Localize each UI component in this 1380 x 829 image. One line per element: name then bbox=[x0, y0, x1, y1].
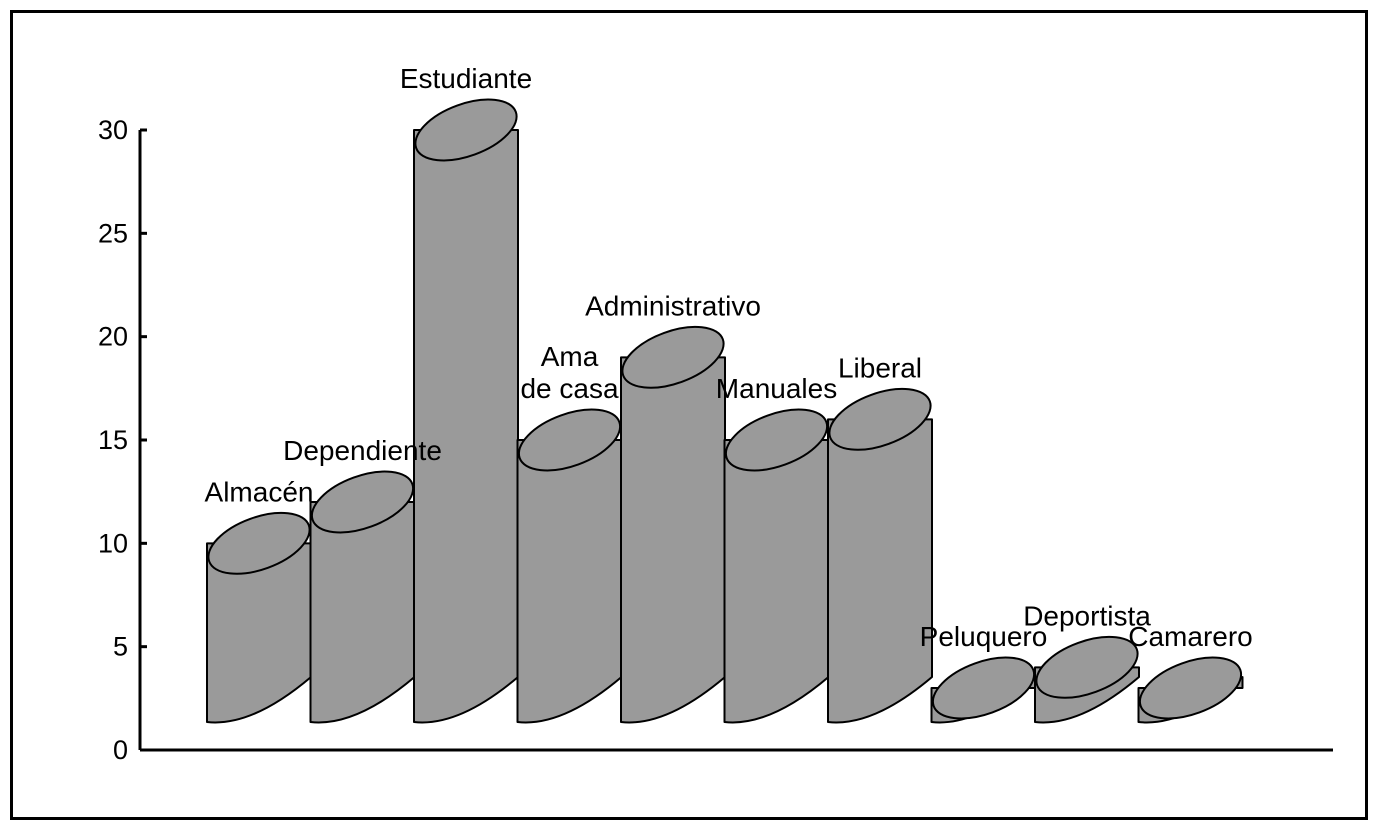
category-label: Almacén bbox=[205, 476, 314, 507]
axes: 0 5 10 15 20 25 30 bbox=[98, 115, 1333, 765]
bar-top bbox=[310, 470, 415, 534]
bar-group bbox=[206, 511, 312, 724]
y-tick-label: 0 bbox=[113, 735, 128, 765]
y-tick-label: 10 bbox=[98, 528, 128, 558]
category-label: Camarero bbox=[1128, 621, 1252, 652]
bar-top bbox=[207, 511, 311, 575]
bar-group bbox=[930, 656, 1037, 724]
bar-group bbox=[309, 470, 416, 724]
bar-top bbox=[828, 387, 932, 451]
bar-body bbox=[723, 439, 830, 724]
chart-frame bbox=[10, 10, 1368, 820]
bar-group bbox=[1034, 635, 1140, 724]
bar-top bbox=[1138, 656, 1243, 720]
bar-group bbox=[1137, 656, 1244, 724]
category-label: Ama bbox=[541, 341, 599, 372]
bar-top bbox=[621, 325, 725, 389]
category-label: de casa bbox=[520, 373, 618, 404]
bar-top bbox=[931, 656, 1036, 720]
bar-body bbox=[516, 439, 623, 724]
bar-body bbox=[620, 356, 726, 724]
bar-body bbox=[827, 418, 933, 724]
bar-group bbox=[827, 387, 933, 724]
y-tick-label: 30 bbox=[98, 115, 128, 145]
category-label: Administrativo bbox=[585, 290, 761, 321]
bar-top bbox=[1035, 635, 1139, 699]
y-tick-label: 25 bbox=[98, 218, 128, 248]
category-label: Estudiante bbox=[400, 63, 532, 94]
category-label: Dependiente bbox=[283, 435, 442, 466]
y-tick-label: 20 bbox=[98, 322, 128, 352]
bar-group bbox=[620, 325, 726, 724]
bar-body bbox=[309, 501, 416, 724]
bar-group bbox=[413, 98, 519, 724]
y-tick-label: 15 bbox=[98, 425, 128, 455]
bar-top bbox=[724, 408, 829, 472]
category-label: Liberal bbox=[838, 352, 922, 383]
bars bbox=[206, 98, 1244, 724]
bar-body bbox=[413, 129, 519, 724]
category-label: Manuales bbox=[716, 373, 837, 404]
category-label: Peluquero bbox=[920, 621, 1048, 652]
category-label: Deportista bbox=[1023, 600, 1151, 631]
bar-group bbox=[723, 408, 830, 724]
y-tick-label: 5 bbox=[113, 632, 128, 662]
bar-group bbox=[516, 408, 623, 724]
bar-top bbox=[414, 98, 518, 162]
bar-top bbox=[517, 408, 622, 472]
